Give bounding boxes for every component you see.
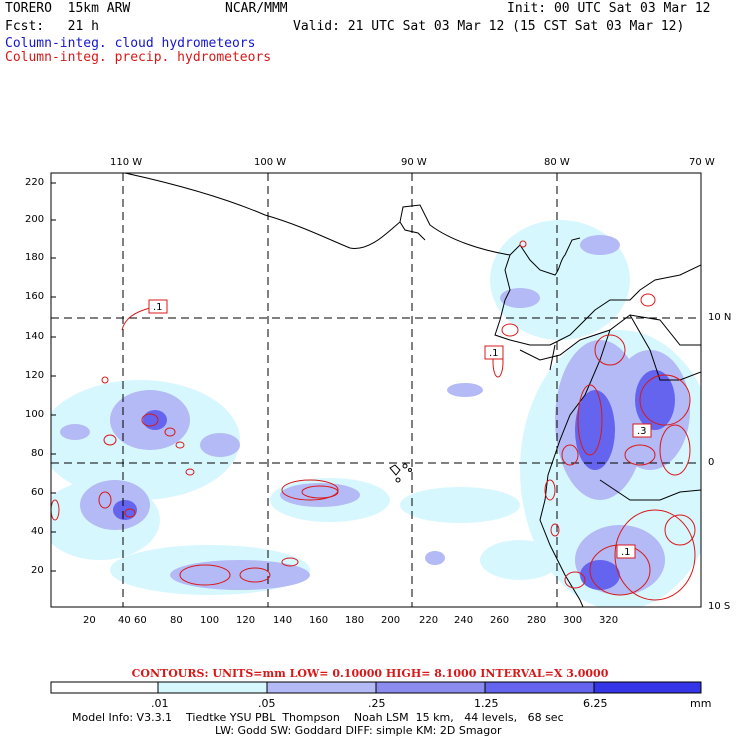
y-tick-label: 160 bbox=[25, 291, 45, 302]
x-tick-label: 40 bbox=[118, 615, 131, 626]
y-tick-label: 20 bbox=[31, 565, 44, 576]
contour-labels: .1 .1 .3 .1 bbox=[148, 299, 652, 559]
colorbar bbox=[50, 681, 702, 694]
x-tick-label: 200 bbox=[381, 615, 401, 626]
lon-label: 110 W bbox=[110, 157, 143, 168]
colorbar-label: .01 bbox=[151, 697, 169, 710]
contour-label: .1 bbox=[621, 547, 631, 558]
y-tick-label: 100 bbox=[25, 409, 45, 420]
y-tick-label: 60 bbox=[31, 487, 44, 498]
init-time: Init: 00 UTC Sat 03 Mar 12 bbox=[507, 1, 711, 16]
valid-time: Valid: 21 UTC Sat 03 Mar 12 (15 CST Sat … bbox=[293, 19, 685, 34]
y-tick-label: 120 bbox=[25, 370, 45, 381]
colorbar-label: .05 bbox=[258, 697, 276, 710]
colorbar-label: 6.25 bbox=[583, 697, 608, 710]
model-info: Model Info: V3.3.1 Tiedtke YSU PBL Thomp… bbox=[72, 711, 564, 724]
map-body: .1 .1 .3 .1 bbox=[51, 173, 701, 607]
y-tick-label: 140 bbox=[25, 331, 45, 342]
x-tick-label: 280 bbox=[527, 615, 547, 626]
model-title: TORERO 15km ARW bbox=[5, 1, 131, 16]
colorbar-label: 1.25 bbox=[474, 697, 499, 710]
lat-label: 0 bbox=[708, 457, 715, 468]
y-tick-label: 80 bbox=[31, 448, 44, 459]
field-precip-title: Column-integ. precip. hydrometeors bbox=[5, 50, 272, 65]
x-tick-label: 240 bbox=[454, 615, 474, 626]
coastlines bbox=[124, 173, 701, 607]
x-tick-label: 60 bbox=[134, 615, 147, 626]
lon-label: 70 W bbox=[689, 157, 715, 168]
lat-label: 10 N bbox=[708, 312, 732, 323]
map-frame bbox=[50, 172, 702, 608]
x-tick-label: 300 bbox=[563, 615, 583, 626]
axis-ticks bbox=[51, 182, 56, 572]
model-physics: LW: Godd SW: Goddard DIFF: simple KM: 2D… bbox=[215, 724, 502, 737]
x-tick-label: 260 bbox=[490, 615, 510, 626]
galapagos-islands bbox=[389, 463, 412, 483]
y-tick-label: 200 bbox=[25, 214, 45, 225]
x-tick-label: 140 bbox=[273, 615, 293, 626]
x-tick-label: 320 bbox=[599, 615, 619, 626]
x-tick-label: 100 bbox=[200, 615, 220, 626]
x-tick-label: 180 bbox=[345, 615, 365, 626]
lon-label: 80 W bbox=[544, 157, 570, 168]
y-tick-label: 180 bbox=[25, 252, 45, 263]
x-tick-label: 160 bbox=[309, 615, 329, 626]
x-tick-label: 80 bbox=[170, 615, 183, 626]
x-tick-label: 20 bbox=[83, 615, 96, 626]
x-tick-label: 220 bbox=[419, 615, 439, 626]
org-label: NCAR/MMM bbox=[225, 1, 288, 16]
lon-label: 100 W bbox=[254, 157, 287, 168]
contour-label: .3 bbox=[637, 426, 647, 437]
colorbar-label: .25 bbox=[368, 697, 386, 710]
contours-info: CONTOURS: UNITS=mm LOW= 0.10000 HIGH= 8.… bbox=[131, 667, 609, 680]
y-tick-label: 220 bbox=[25, 177, 45, 188]
lat-lon-grid bbox=[51, 173, 701, 607]
colorbar-unit: mm bbox=[690, 697, 712, 710]
lat-label: 10 S bbox=[708, 601, 731, 612]
x-tick-label: 120 bbox=[236, 615, 256, 626]
contour-label: .1 bbox=[489, 348, 499, 359]
lon-label: 90 W bbox=[401, 157, 427, 168]
field-cloud-title: Column-integ. cloud hydrometeors bbox=[5, 36, 256, 51]
forecast-hour: Fcst: 21 h bbox=[5, 19, 99, 34]
precip-contours bbox=[51, 240, 696, 601]
y-tick-label: 40 bbox=[31, 526, 44, 537]
contour-label: .1 bbox=[153, 302, 163, 313]
